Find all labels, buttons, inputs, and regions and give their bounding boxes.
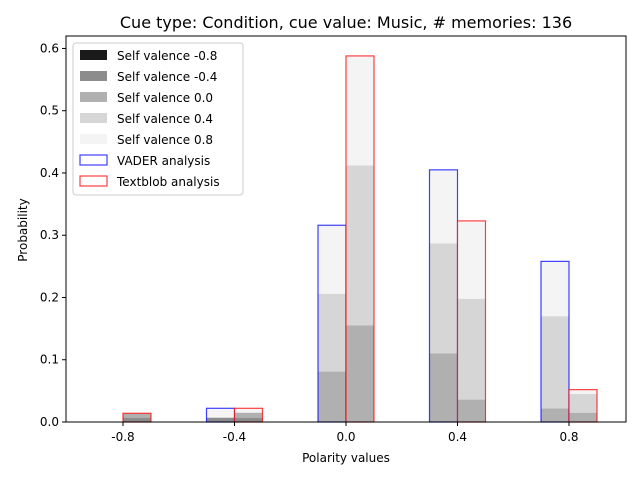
bar-vader-0.8-stack-4	[541, 261, 569, 317]
bar-vader-0.8-stack-2	[541, 408, 569, 422]
x-axis-label: Polarity values	[302, 451, 390, 465]
bar-vader--0.4-stack-4	[206, 408, 235, 418]
legend-box	[72, 42, 244, 196]
legend-label: Textblob analysis	[116, 175, 220, 189]
bar-vader-0.4-stack-2	[429, 353, 458, 422]
legend-swatch	[79, 175, 108, 187]
bar-vader-0.4-stack-4	[429, 169, 458, 244]
legend-swatch	[80, 50, 107, 60]
x-tick-label: 0.4	[448, 430, 467, 444]
y-tick-label: 0.1	[40, 353, 59, 367]
y-axis-label: Probability	[16, 198, 30, 261]
y-tick-label: 0.3	[40, 228, 59, 242]
bar-textblob--0.8-stack-2	[123, 413, 151, 418]
legend-label: Self valence 0.0	[117, 91, 213, 105]
legend: Self valence -0.8 Self valence -0.4 Self v…	[72, 42, 244, 196]
legend-swatch	[80, 92, 107, 102]
x-tick-label: -0.4	[223, 430, 246, 444]
y-tick-label: 0.2	[40, 290, 59, 304]
bar-textblob--0.4-stack-1	[234, 417, 263, 422]
legend-label: Self valence 0.4	[117, 112, 213, 126]
bar-vader--0.4-stack-1	[206, 417, 235, 422]
legend-swatch	[80, 113, 107, 123]
bar-textblob--0.8-stack-1	[123, 417, 151, 422]
y-tick-label: 0.6	[40, 41, 59, 55]
plot-area	[122, 55, 598, 423]
y-tick-label: 0.5	[40, 104, 59, 118]
x-tick-label: 0.0	[336, 430, 355, 444]
bar-textblob-0.4-stack-3	[457, 298, 486, 400]
legend-swatch	[79, 154, 108, 166]
bar-textblob-0.0-stack-3	[346, 165, 374, 326]
legend-label: Self valence -0.8	[117, 49, 217, 63]
bar-textblob-0.8-stack-3	[569, 393, 597, 413]
bar-textblob-0.0-stack-2	[346, 325, 374, 422]
chart-title: Cue type: Condition, cue value: Music, #…	[120, 13, 572, 32]
bar-textblob--0.4-stack-2	[234, 412, 263, 418]
bar-vader-0.4-stack-3	[429, 243, 458, 354]
y-tick-label: 0.4	[40, 166, 59, 180]
legend-label: Self valence -0.4	[117, 70, 217, 84]
y-tick-label: 0.0	[40, 415, 59, 429]
bar-textblob-0.4-stack-4	[457, 220, 486, 299]
bar-textblob-0.8-stack-4	[569, 389, 597, 394]
bar-textblob-0.8-stack-2	[569, 412, 597, 422]
legend-label: VADER analysis	[117, 154, 210, 168]
bar-vader-0.0-stack-2	[318, 371, 346, 422]
bar-textblob--0.4-stack-4	[234, 408, 263, 413]
bar-vader-0.8-stack-3	[541, 316, 569, 409]
bar-vader-0.0-stack-4	[318, 225, 346, 294]
legend-label: Self valence 0.8	[117, 133, 213, 147]
bar-textblob-0.0-stack-4	[346, 55, 374, 166]
bar-textblob-0.4-stack-2	[457, 399, 486, 422]
legend-swatch	[80, 71, 107, 81]
legend-swatch	[80, 134, 107, 144]
axes: 0.0 0.1 0.2 0.3 0.4 0.5 0.6 -0.8 -0.4 0.0 0.4 0.8	[40, 35, 627, 444]
x-tick-label: 0.8	[559, 430, 578, 444]
bar-vader-0.0-stack-3	[318, 293, 346, 372]
x-tick-label: -0.8	[111, 430, 134, 444]
